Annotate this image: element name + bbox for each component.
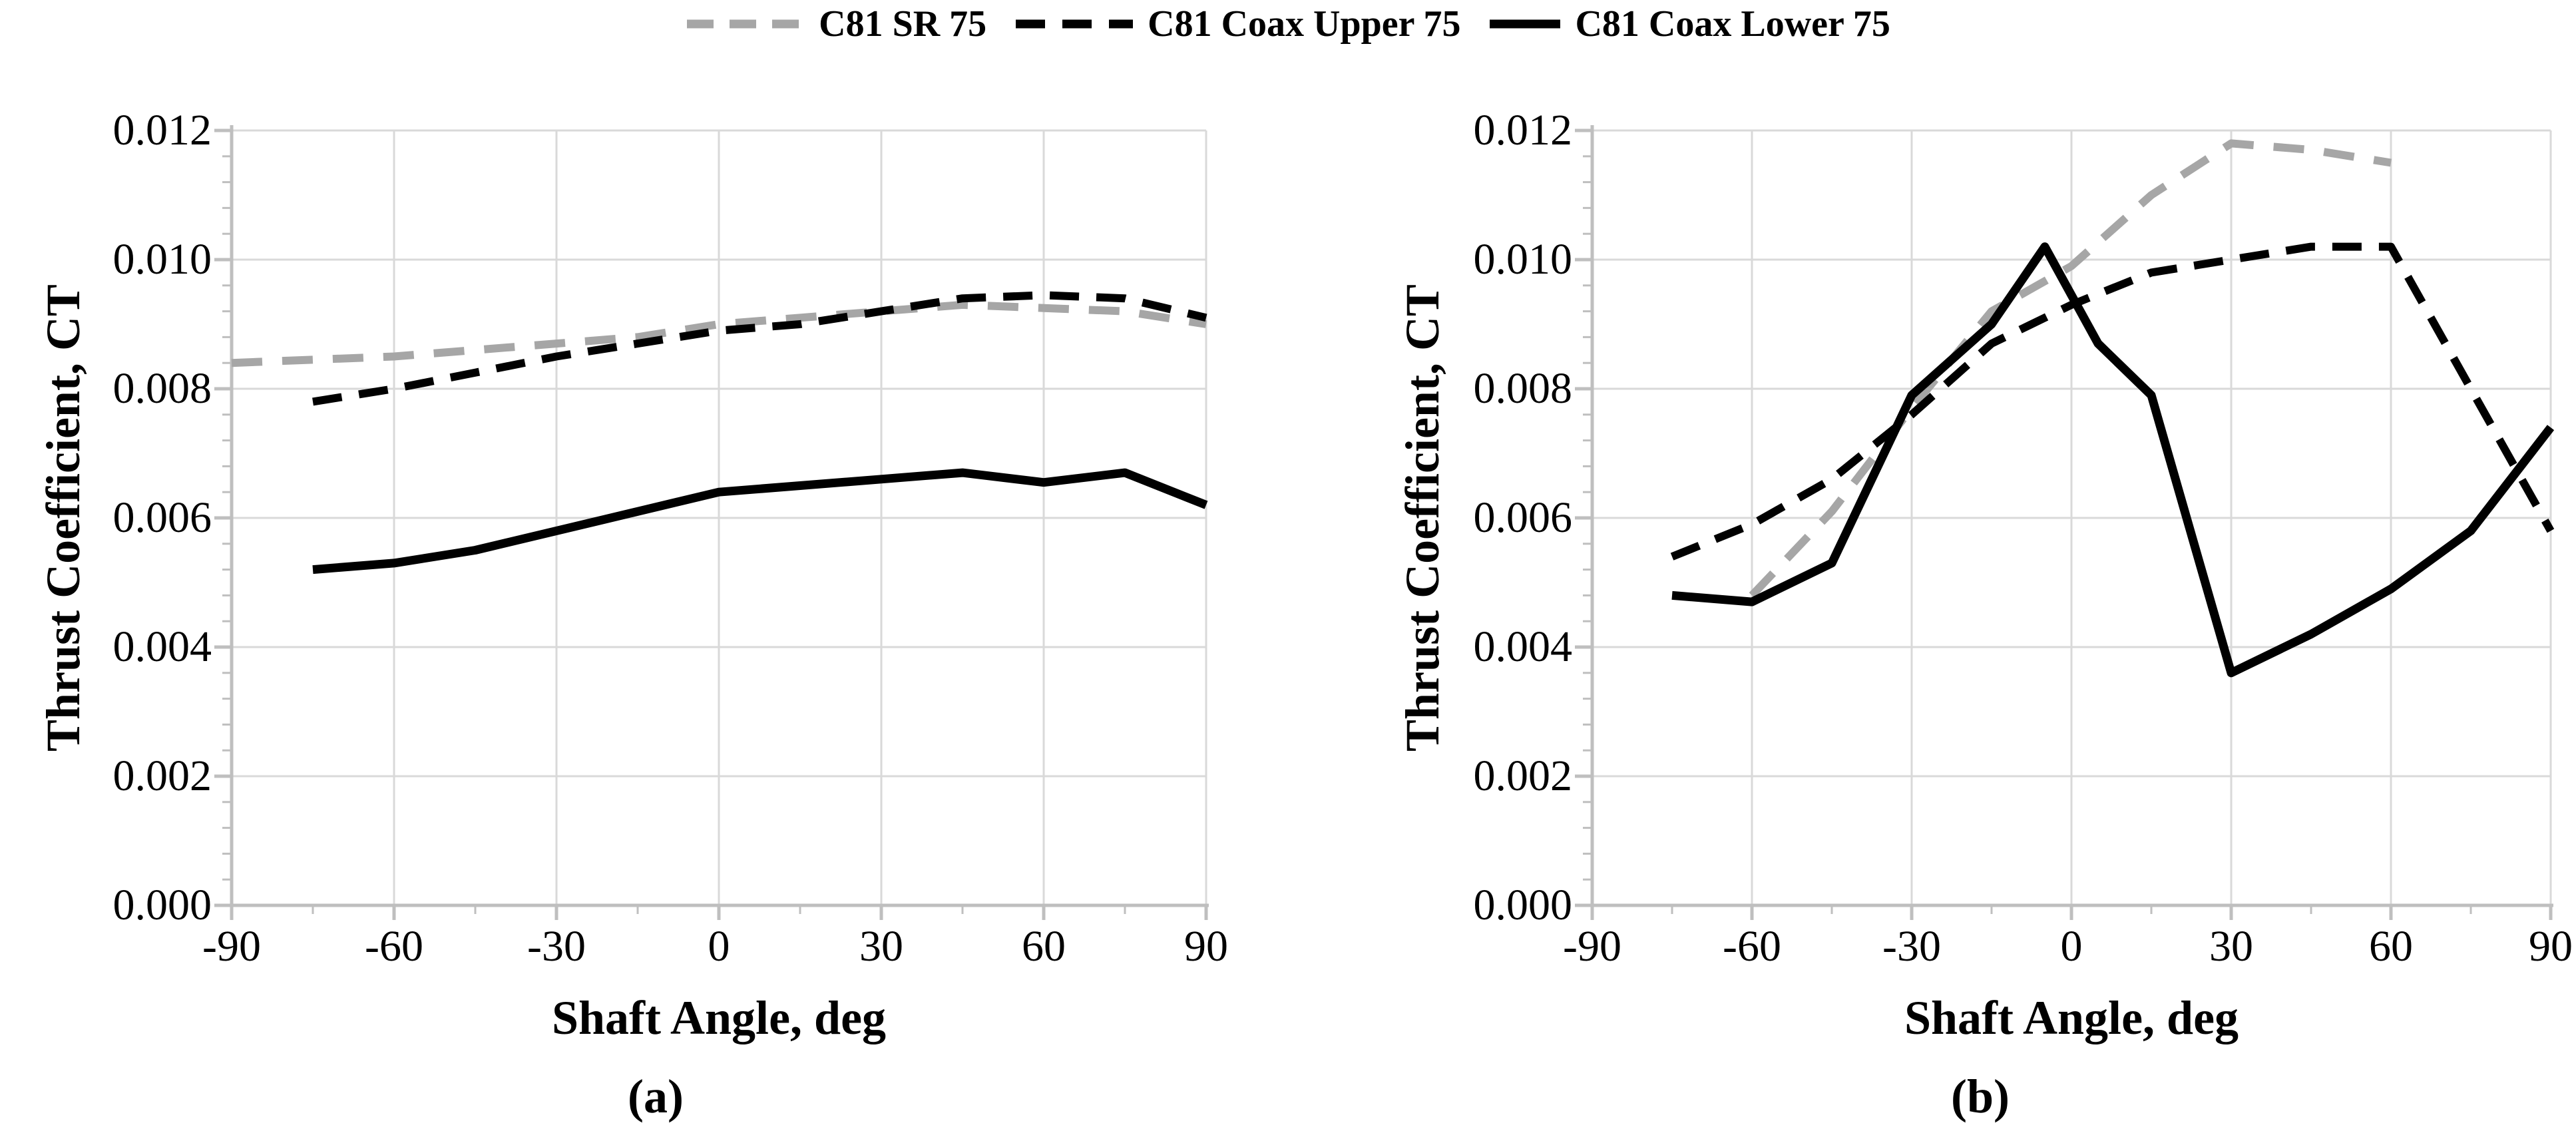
legend: C81 SR 75 C81 Coax Upper 75 C81 Coax Low… <box>0 3 2576 45</box>
x-tick-label-b-90: 90 <box>2529 922 2573 971</box>
x-tick-label-a--60: -60 <box>365 922 423 971</box>
legend-line-sample-black-solid <box>1490 19 1561 29</box>
y-tick-label-a-0.010: 0.010 <box>112 235 212 284</box>
subfigure-caption-b: (b) <box>1951 1070 2010 1123</box>
series-line-a-c81-coax-lower-75 <box>312 468 1208 574</box>
y-tick-label-a-0.006: 0.006 <box>112 493 212 542</box>
x-tick-label-a-90: 90 <box>1184 922 1228 971</box>
x-tick-label-a-60: 60 <box>1022 922 1066 971</box>
legend-label: C81 SR 75 <box>819 3 987 45</box>
y-tick-label-b-0.002: 0.002 <box>1473 752 1573 800</box>
y-tick-label-b-0.006: 0.006 <box>1473 493 1573 542</box>
legend-label: C81 Coax Lower 75 <box>1575 3 1890 45</box>
y-tick-label-a-0.000: 0.000 <box>112 881 212 929</box>
x-tick-label-a--90: -90 <box>202 922 261 971</box>
y-tick-label-b-0.004: 0.004 <box>1473 622 1573 671</box>
legend-item-c81-sr-75: C81 SR 75 <box>686 3 986 45</box>
subfigure-caption-a: (a) <box>628 1070 684 1123</box>
x-tick-label-b--60: -60 <box>1723 922 1781 971</box>
y-tick-label-b-0.000: 0.000 <box>1473 881 1573 929</box>
legend-line-sample-black-dashed <box>1016 19 1134 29</box>
legend-label: C81 Coax Upper 75 <box>1148 3 1461 45</box>
y-tick-label-a-0.008: 0.008 <box>112 364 212 413</box>
x-tick-label-a-30: 30 <box>859 922 903 971</box>
series-line-b-c81-coax-upper-75 <box>1670 242 2555 561</box>
legend-item-c81-coax-lower-75: C81 Coax Lower 75 <box>1488 3 1890 45</box>
x-axis-title-chart-b: Shaft Angle, deg <box>1904 991 2239 1044</box>
x-tick-label-b-30: 30 <box>2209 922 2253 971</box>
x-tick-label-b-60: 60 <box>2369 922 2413 971</box>
y-tick-label-a-0.012: 0.012 <box>112 106 212 154</box>
x-tick-label-b--30: -30 <box>1882 922 1941 971</box>
series-line-a-c81-coax-upper-75 <box>312 291 1207 406</box>
series-line-b-c81-coax-lower-75 <box>1671 242 2555 678</box>
series-line-a-c81-sr-75 <box>231 300 1207 367</box>
x-tick-label-b--90: -90 <box>1563 922 1621 971</box>
x-tick-label-a--30: -30 <box>527 922 586 971</box>
legend-line-sample-gray-dashed <box>687 19 805 29</box>
y-tick-label-a-0.002: 0.002 <box>112 752 212 800</box>
y-tick-label-b-0.008: 0.008 <box>1473 364 1573 413</box>
series-line-b-c81-sr-75 <box>1749 139 2392 598</box>
legend-item-c81-coax-upper-75: C81 Coax Upper 75 <box>1014 3 1460 45</box>
x-tick-label-b-0: 0 <box>2060 922 2083 971</box>
y-tick-label-b-0.010: 0.010 <box>1473 235 1573 284</box>
x-tick-label-a-0: 0 <box>708 922 730 971</box>
y-tick-label-b-0.012: 0.012 <box>1473 106 1573 154</box>
y-tick-label-a-0.004: 0.004 <box>112 622 212 671</box>
x-axis-title-chart-a: Shaft Angle, deg <box>551 991 887 1044</box>
